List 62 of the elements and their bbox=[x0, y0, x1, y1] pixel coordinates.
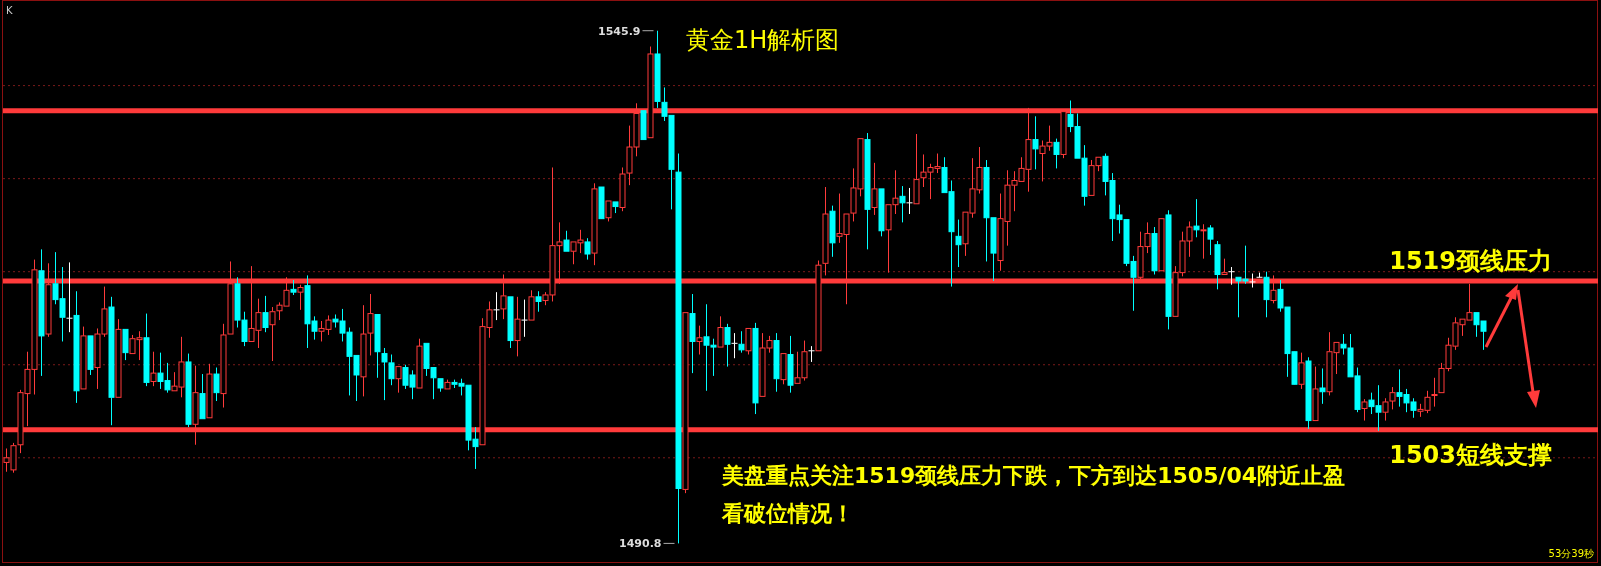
candlestick bbox=[724, 323, 731, 368]
candlestick bbox=[717, 315, 724, 348]
candlestick bbox=[1214, 240, 1221, 290]
candlestick bbox=[1151, 226, 1158, 275]
annotation: 看破位情况！ bbox=[721, 501, 854, 526]
candlestick bbox=[206, 363, 213, 419]
candlestick bbox=[731, 332, 738, 359]
candlestick bbox=[1200, 223, 1207, 260]
candlestick bbox=[1305, 356, 1312, 430]
candlestick bbox=[122, 328, 129, 361]
candlestick bbox=[773, 332, 780, 393]
candlestick bbox=[1312, 366, 1319, 422]
candlestick bbox=[738, 330, 745, 354]
candlestick bbox=[913, 133, 920, 205]
text: 黄金1H解析图 bbox=[686, 26, 840, 54]
candlestick bbox=[1193, 198, 1200, 238]
candlestick bbox=[808, 345, 815, 363]
annotation: 1545.9 bbox=[598, 24, 641, 38]
candlestick bbox=[521, 299, 528, 338]
candlestick bbox=[1032, 115, 1039, 170]
candlestick bbox=[871, 162, 878, 216]
candlestick bbox=[493, 291, 500, 321]
candlestick bbox=[395, 366, 402, 394]
candlestick bbox=[1263, 271, 1270, 318]
candlestick bbox=[1228, 266, 1235, 286]
candlestick bbox=[696, 325, 703, 356]
candlestick bbox=[269, 306, 276, 362]
candlestick bbox=[199, 373, 206, 420]
annotation: 1490.8 bbox=[619, 537, 662, 551]
candlestick bbox=[73, 290, 80, 404]
candlestick bbox=[822, 186, 829, 276]
candlestick bbox=[1319, 367, 1326, 405]
candlestick bbox=[829, 205, 836, 258]
candlestick bbox=[1431, 377, 1438, 408]
candlestick bbox=[115, 318, 122, 398]
annotation: 美盘重点关注1519颈线压力下跌，下方到达1505/04附近止盈 bbox=[721, 463, 1346, 488]
candlestick bbox=[535, 290, 542, 313]
ref-line-label: 1503短线支撑 bbox=[1389, 440, 1552, 469]
candlestick bbox=[906, 187, 913, 215]
text: 53分39秒 bbox=[1548, 548, 1594, 559]
candlestick bbox=[787, 335, 794, 394]
candlestick bbox=[899, 185, 906, 223]
ref-line-label: 1519颈线压力 bbox=[1389, 247, 1552, 275]
candlestick bbox=[108, 296, 115, 426]
candlestick bbox=[507, 296, 514, 349]
candlestick bbox=[689, 293, 696, 374]
candlestick bbox=[955, 219, 962, 268]
candlestick bbox=[290, 279, 297, 296]
candlestick bbox=[1221, 258, 1228, 275]
candlestick bbox=[514, 296, 521, 357]
candlestick bbox=[262, 295, 269, 333]
candlestick bbox=[675, 153, 682, 544]
candlestick bbox=[864, 132, 871, 250]
candlestick bbox=[1207, 224, 1214, 256]
candlestick bbox=[150, 351, 157, 387]
annotation: K bbox=[6, 5, 13, 16]
candlestick bbox=[38, 248, 45, 377]
candlestick bbox=[66, 261, 73, 333]
candlestick bbox=[1361, 398, 1368, 422]
candlestick bbox=[143, 313, 150, 387]
candlestick bbox=[654, 30, 661, 109]
candlestick bbox=[745, 327, 752, 356]
